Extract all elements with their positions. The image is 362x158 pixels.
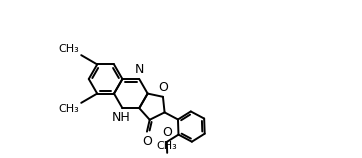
Text: NH: NH: [111, 111, 130, 124]
Text: CH₃: CH₃: [59, 104, 80, 114]
Text: N: N: [135, 63, 144, 76]
Text: O: O: [142, 134, 152, 148]
Text: O: O: [159, 81, 168, 94]
Text: CH₃: CH₃: [59, 44, 80, 54]
Text: CH₃: CH₃: [157, 140, 177, 151]
Text: O: O: [162, 126, 172, 139]
